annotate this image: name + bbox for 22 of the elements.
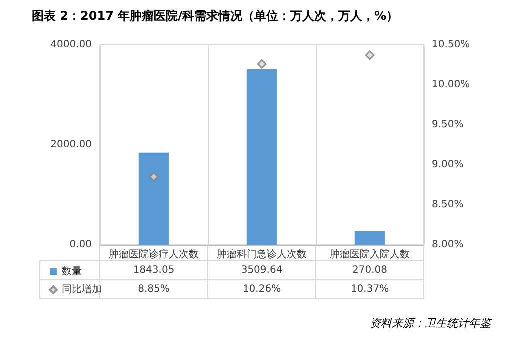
y-tick-label: 0.00	[70, 240, 92, 250]
y-tick-label: 2000.00	[50, 140, 92, 150]
x-tick-label: 肿瘤科门急诊人次数	[217, 248, 307, 260]
y-tick-label: 4000.00	[50, 40, 92, 50]
data-label: 3509.64	[241, 265, 283, 276]
x-tick-label: 肿瘤医院入院人数	[330, 248, 410, 260]
data-label: 1843.05	[133, 265, 175, 276]
y2-tick-label: 10.00%	[432, 80, 470, 90]
x-tick-label: 肿瘤医院诊疗人次数	[109, 248, 199, 260]
data-label: 10.26%	[242, 284, 282, 295]
chart-title: 图表 2：2017 年肿瘤医院/科需求情况（单位：万人次，万人，%）	[32, 9, 399, 23]
data-label: 270.08	[352, 265, 388, 276]
data-label: 8.85%	[138, 284, 170, 295]
legend-label: 数量	[62, 266, 82, 278]
y2-tick-label: 8.00%	[432, 240, 464, 250]
y2-tick-label: 8.50%	[432, 200, 464, 210]
y2-tick-label: 10.50%	[432, 40, 470, 50]
y2-tick-label: 9.50%	[432, 120, 464, 130]
legend-label: 同比增加	[62, 284, 102, 296]
text: 资料来源：卫生统计年鉴	[370, 317, 493, 330]
data-label: 10.37%	[350, 284, 390, 295]
y2-tick-label: 9.00%	[432, 160, 464, 170]
